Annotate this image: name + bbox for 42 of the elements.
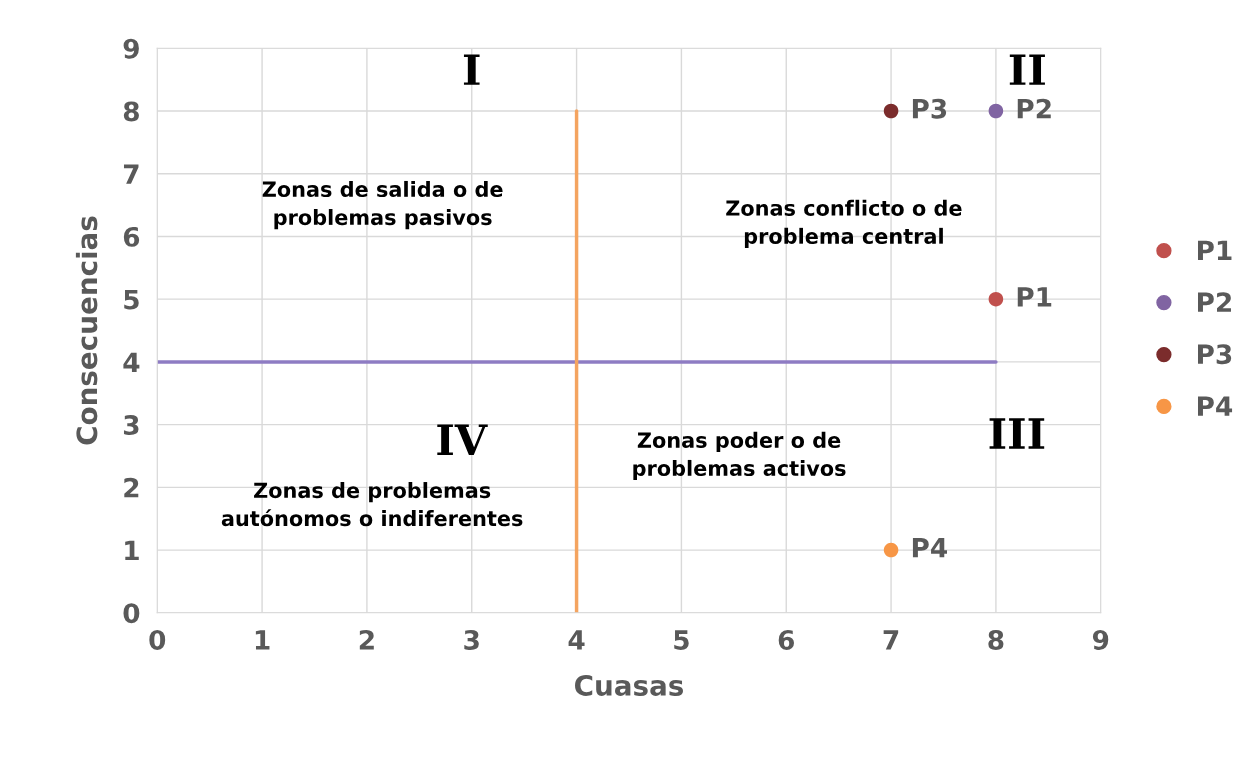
legend-label: P3 bbox=[1198, 344, 1232, 365]
y-tick-label: 8 bbox=[123, 101, 139, 122]
legend-label: P2 bbox=[1198, 292, 1231, 312]
x-axis-title: Cuasas bbox=[575, 674, 684, 696]
annotation: III bbox=[989, 418, 1045, 449]
y-tick-label: 7 bbox=[123, 164, 139, 184]
annotation: II bbox=[1009, 54, 1045, 85]
y-tick-label: 2 bbox=[124, 477, 139, 498]
y-tick-label: 6 bbox=[123, 226, 140, 247]
x-tick-label: 1 bbox=[255, 630, 270, 650]
text: P2 bbox=[1017, 98, 1051, 119]
text: P4 bbox=[912, 538, 948, 558]
y-tick-label: 3 bbox=[123, 415, 139, 436]
point bbox=[883, 103, 899, 119]
annotation: I bbox=[463, 54, 480, 85]
x-tick-label: 8 bbox=[988, 629, 1004, 650]
x-tick-label: 7 bbox=[883, 630, 899, 650]
point bbox=[883, 542, 899, 558]
text: P3 bbox=[912, 98, 947, 119]
y-axis-title: Consecuencias bbox=[75, 216, 98, 445]
annotation: Zonas poder o de problemas activos bbox=[633, 431, 846, 481]
annotation: Zonas de salida o de problemas pasivos bbox=[262, 180, 503, 230]
legend-label: P1 bbox=[1198, 240, 1232, 260]
y-tick-label: 0 bbox=[123, 603, 140, 624]
legend-label: P4 bbox=[1198, 396, 1233, 416]
y-tick-label: 5 bbox=[124, 289, 139, 310]
x-tick-label: 3 bbox=[464, 629, 479, 650]
point bbox=[988, 103, 1004, 119]
x-tick-label: 4 bbox=[568, 630, 585, 650]
annotation: Zonas de problemas autónomos o indiferentes bbox=[221, 482, 523, 527]
y-tick-label: 4 bbox=[123, 352, 140, 372]
x-tick-label: 9 bbox=[1092, 629, 1109, 650]
annotation: Zonas conflicto o de problema central bbox=[726, 199, 962, 249]
x-tick-label: 6 bbox=[778, 629, 794, 650]
x-tick-label: 2 bbox=[359, 629, 374, 650]
point bbox=[988, 291, 1004, 307]
x-tick-label: 0 bbox=[149, 629, 166, 650]
y-tick-label: 9 bbox=[123, 38, 139, 59]
x-tick-label: 5 bbox=[674, 630, 689, 650]
annotation: IV bbox=[437, 424, 488, 455]
y-tick-label: 1 bbox=[125, 540, 139, 561]
text: P1 bbox=[1017, 287, 1052, 307]
